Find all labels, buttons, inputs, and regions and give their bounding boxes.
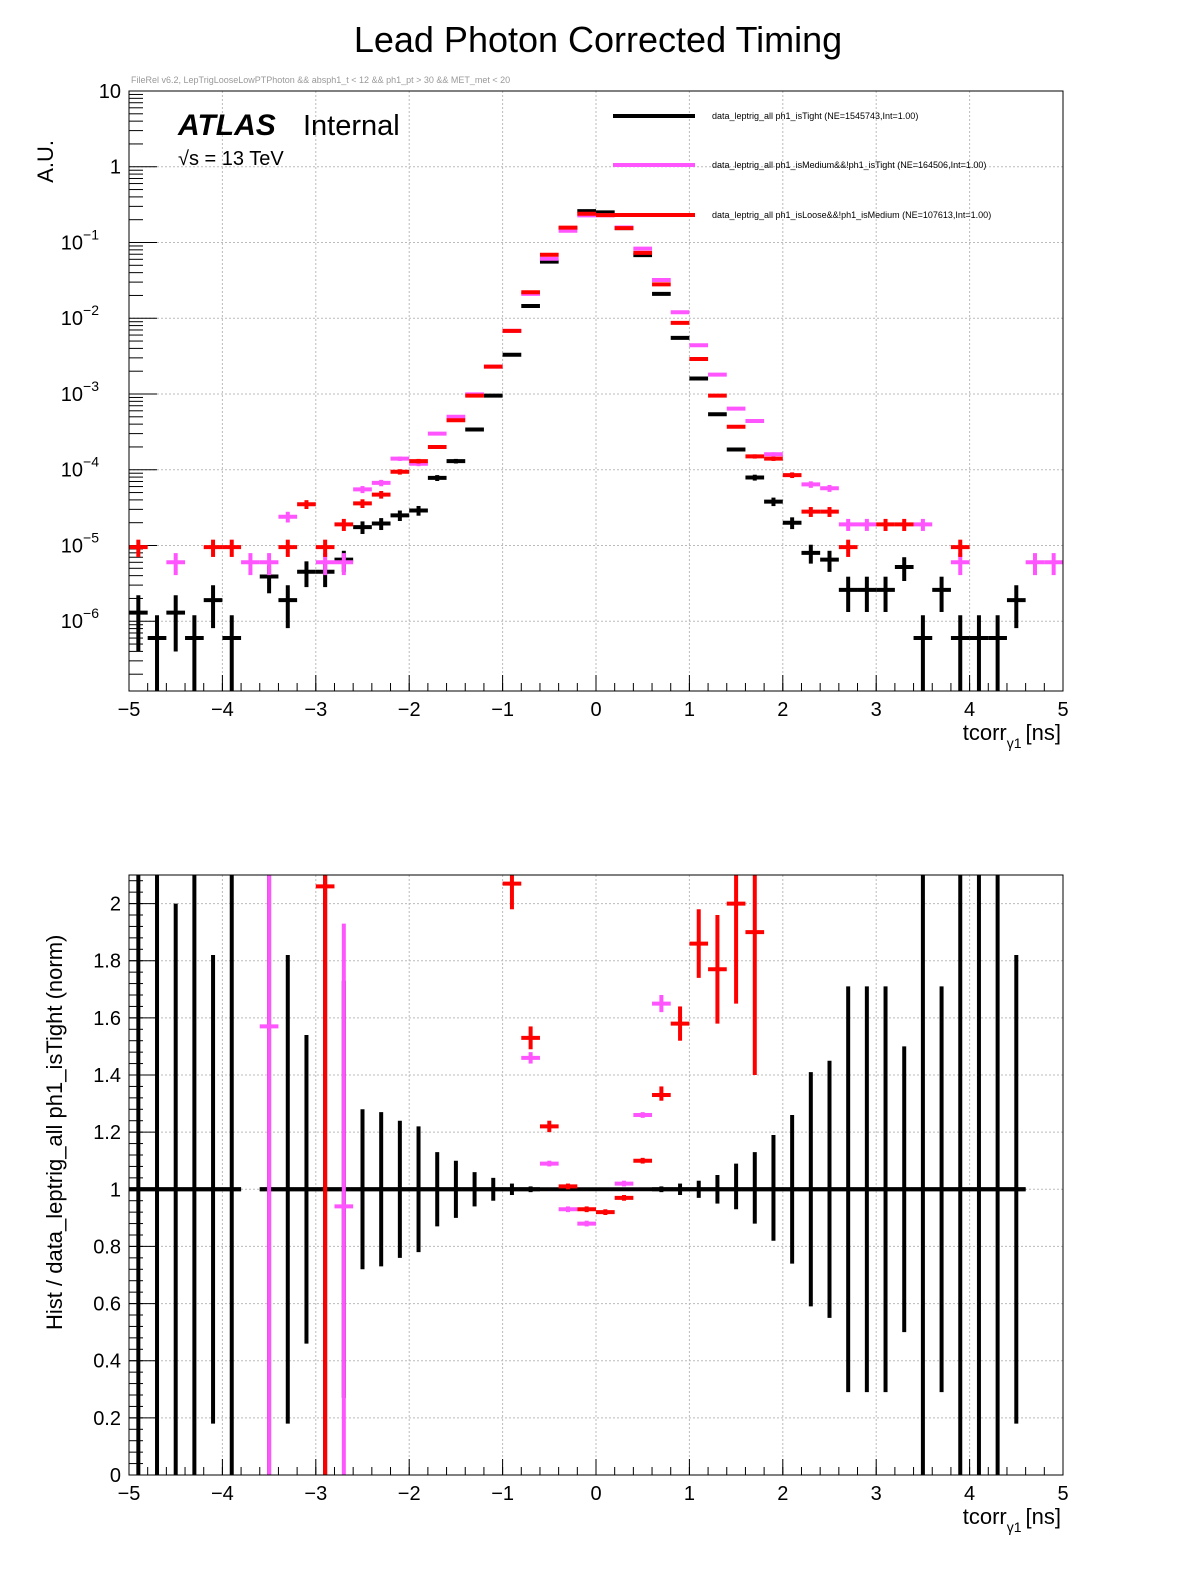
bottom-plot-frame [128,874,1064,1476]
top-x-tick-label: 2 [777,699,788,721]
top-y-tick-label: 10−5 [61,529,99,557]
bottom-y-tick-labels: 0 0.2 0.4 0.6 0.8 1 1.2 1.4 1.6 1.8 2 [93,894,121,1487]
legend: data_leptrig_all ph1_isTight (NE=1545743… [613,111,991,220]
top-series-0 [129,209,1026,691]
top-y-tick-base: 10 [61,384,83,406]
top-x-tick-label: 3 [871,699,882,721]
top-y-tick-base: 10 [61,611,83,633]
bottom-x-tick-label: 0 [590,1483,601,1505]
top-y-tick-exponent: −2 [83,302,99,318]
bottom-x-tick-label: 5 [1057,1483,1068,1505]
bottom-x-tick-label: −4 [211,1483,234,1505]
top-series-2 [129,211,970,557]
top-plot-panel: −5 −4 −3 −2 −1 0 1 2 3 4 5 10110−110−210−310−410−5… [33,81,1069,751]
bottom-y-tick-label: 0.2 [93,1408,121,1430]
top-x-tick-labels: −5 −4 −3 −2 −1 0 1 2 3 4 5 [118,699,1069,721]
energy-label: √s = 13 TeV [178,148,284,170]
bottom-reference-series [129,875,1026,1475]
cut-label: FileRel v6.2, LepTrigLooseLowPTPhoton &&… [131,75,510,85]
legend-entry-label: data_leptrig_all ph1_isMedium&&!ph1_isTi… [712,160,986,170]
bottom-y-tick-label: 2 [110,894,121,916]
top-x-axis-title: tcorrγ1 [ns] [963,720,1061,751]
bottom-y-tick-label: 1.8 [93,951,121,973]
bottom-x-tick-labels: −5 −4 −3 −2 −1 0 1 2 3 4 5 [118,1483,1069,1505]
top-x-tick-label: 5 [1057,699,1068,721]
top-y-tick-exponent: −5 [83,529,99,545]
top-y-tick-base: 10 [61,308,83,330]
top-x-tick-label: −3 [304,699,327,721]
bottom-series-1 [315,875,765,1475]
top-y-tick-exponent: −3 [83,378,99,394]
bottom-x-tick-label: −2 [398,1483,421,1505]
top-series-1 [166,213,1063,576]
bottom-x-axis-main: tcorr [963,1504,1007,1529]
top-y-tick-label: 10−4 [61,454,99,482]
top-data-series [129,209,1063,691]
top-y-tick-exponent: −6 [83,605,99,621]
atlas-label: ATLAS [177,109,276,142]
legend-entry-label: data_leptrig_all ph1_isLoose&&!ph1_isMed… [712,210,991,220]
top-y-tick-label: 10−2 [61,302,99,330]
top-x-tick-label: 4 [964,699,975,721]
top-x-tick-label: −4 [211,699,234,721]
top-y-tick-label: 1 [110,157,121,179]
bottom-y-tick-label: 1.2 [93,1122,121,1144]
top-y-tick-exponent: −4 [83,454,99,470]
bottom-x-axis-unit: [ns] [1026,1504,1061,1529]
top-y-tick-label: 10−3 [61,378,99,406]
top-y-tick-base: 10 [61,232,83,254]
top-x-tick-label: 1 [684,699,695,721]
top-gridlines [128,90,1064,691]
chart-title: Lead Photon Corrected Timing [354,19,842,60]
bottom-y-tick-label: 1.4 [93,1065,121,1087]
top-x-tick-label: −2 [398,699,421,721]
top-x-axis-subscript: γ1 [1007,735,1022,751]
bottom-y-tick-label: 1.6 [93,1008,121,1030]
top-x-tick-label: −5 [118,699,141,721]
top-y-axis-title: A.U. [33,140,58,183]
top-x-tick-label: 0 [590,699,601,721]
legend-entry-label: data_leptrig_all ph1_isTight (NE=1545743… [712,111,918,121]
bottom-x-tick-label: 3 [871,1483,882,1505]
top-y-tick-base: 10 [61,535,83,557]
bottom-ratio-panel: −5 −4 −3 −2 −1 0 1 2 3 4 5 0 0.2 0.4 0.6 0.8 1 1.2 1.4 1.6… [42,874,1069,1535]
top-x-tick-label: −1 [491,699,514,721]
bottom-x-tick-label: −5 [118,1483,141,1505]
top-plot-frame [128,90,1064,692]
bottom-x-tick-label: −3 [304,1483,327,1505]
atlas-status: Internal [303,110,400,142]
top-y-tick-base: 10 [61,460,83,482]
bottom-x-tick-label: 4 [964,1483,975,1505]
bottom-data-series [129,875,1026,1475]
bottom-y-axis-title: Hist / data_leptrig_all ph1_isTight (nor… [42,935,67,1330]
bottom-series-0 [259,875,671,1475]
top-x-axis-unit: [ns] [1026,720,1061,745]
top-y-tick-label: 10−6 [61,605,99,633]
bottom-x-axis-title: tcorrγ1 [ns] [963,1504,1061,1535]
bottom-x-axis-subscript: γ1 [1007,1519,1022,1535]
bottom-x-tick-label: 2 [777,1483,788,1505]
top-y-tick-label: 10 [99,81,121,103]
bottom-y-tick-label: 0 [110,1465,121,1487]
top-y-tick-label: 10−1 [61,226,99,254]
bottom-y-tick-label: 0.4 [93,1351,121,1373]
bottom-y-tick-label: 0.8 [93,1236,121,1258]
bottom-x-tick-label: −1 [491,1483,514,1505]
bottom-y-tick-label: 1 [110,1179,121,1201]
top-x-axis-main: tcorr [963,720,1007,745]
bottom-y-tick-label: 0.6 [93,1294,121,1316]
bottom-x-tick-label: 1 [684,1483,695,1505]
top-y-tick-exponent: −1 [83,226,99,242]
